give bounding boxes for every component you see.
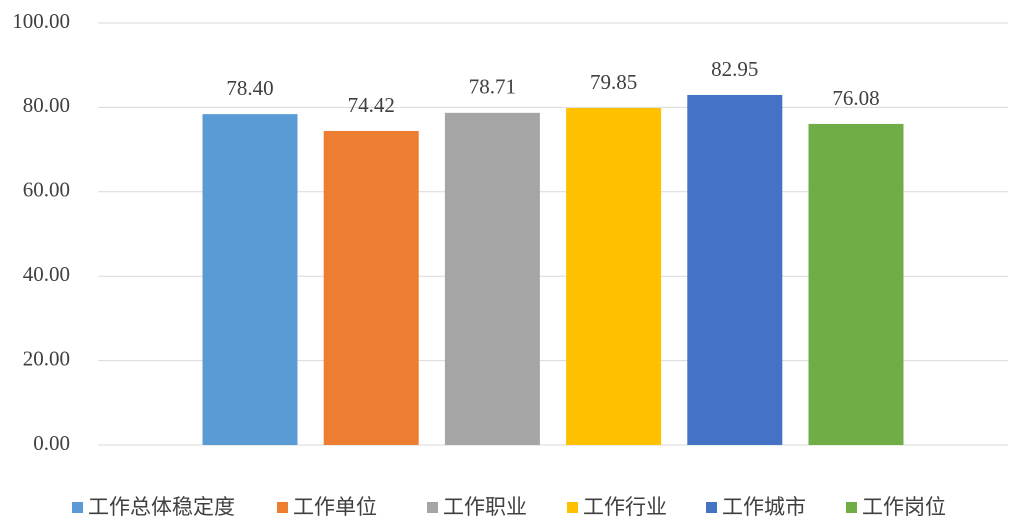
legend-label: 工作职业	[443, 495, 527, 519]
bar	[323, 130, 419, 445]
y-tick-label: 40.00	[23, 262, 70, 286]
legend-label: 工作总体稳定度	[88, 495, 235, 519]
legend-label: 工作单位	[293, 495, 377, 519]
y-tick-label: 100.00	[12, 9, 70, 33]
legend-label: 工作城市	[722, 495, 806, 519]
legend-swatch	[72, 502, 83, 513]
legend-label: 工作行业	[583, 495, 667, 519]
bar	[566, 108, 662, 446]
bar	[444, 112, 540, 445]
legend-swatch	[706, 502, 717, 513]
y-tick-label: 20.00	[23, 346, 70, 370]
legend-swatch	[567, 502, 578, 513]
legend-swatch	[846, 502, 857, 513]
data-label: 78.71	[469, 75, 516, 99]
data-label: 76.08	[832, 86, 879, 110]
bar	[808, 123, 904, 446]
bar	[202, 114, 298, 445]
y-tick-label: 80.00	[23, 93, 70, 117]
bar	[687, 94, 783, 446]
legend-swatch	[427, 502, 438, 513]
data-label: 82.95	[711, 57, 758, 81]
y-tick-label: 60.00	[23, 178, 70, 202]
data-label: 79.85	[590, 70, 637, 94]
data-label: 78.40	[226, 76, 273, 100]
y-tick-label: 0.00	[33, 431, 70, 455]
legend-label: 工作岗位	[862, 495, 946, 519]
legend-swatch	[277, 502, 288, 513]
data-label: 74.42	[348, 93, 395, 117]
